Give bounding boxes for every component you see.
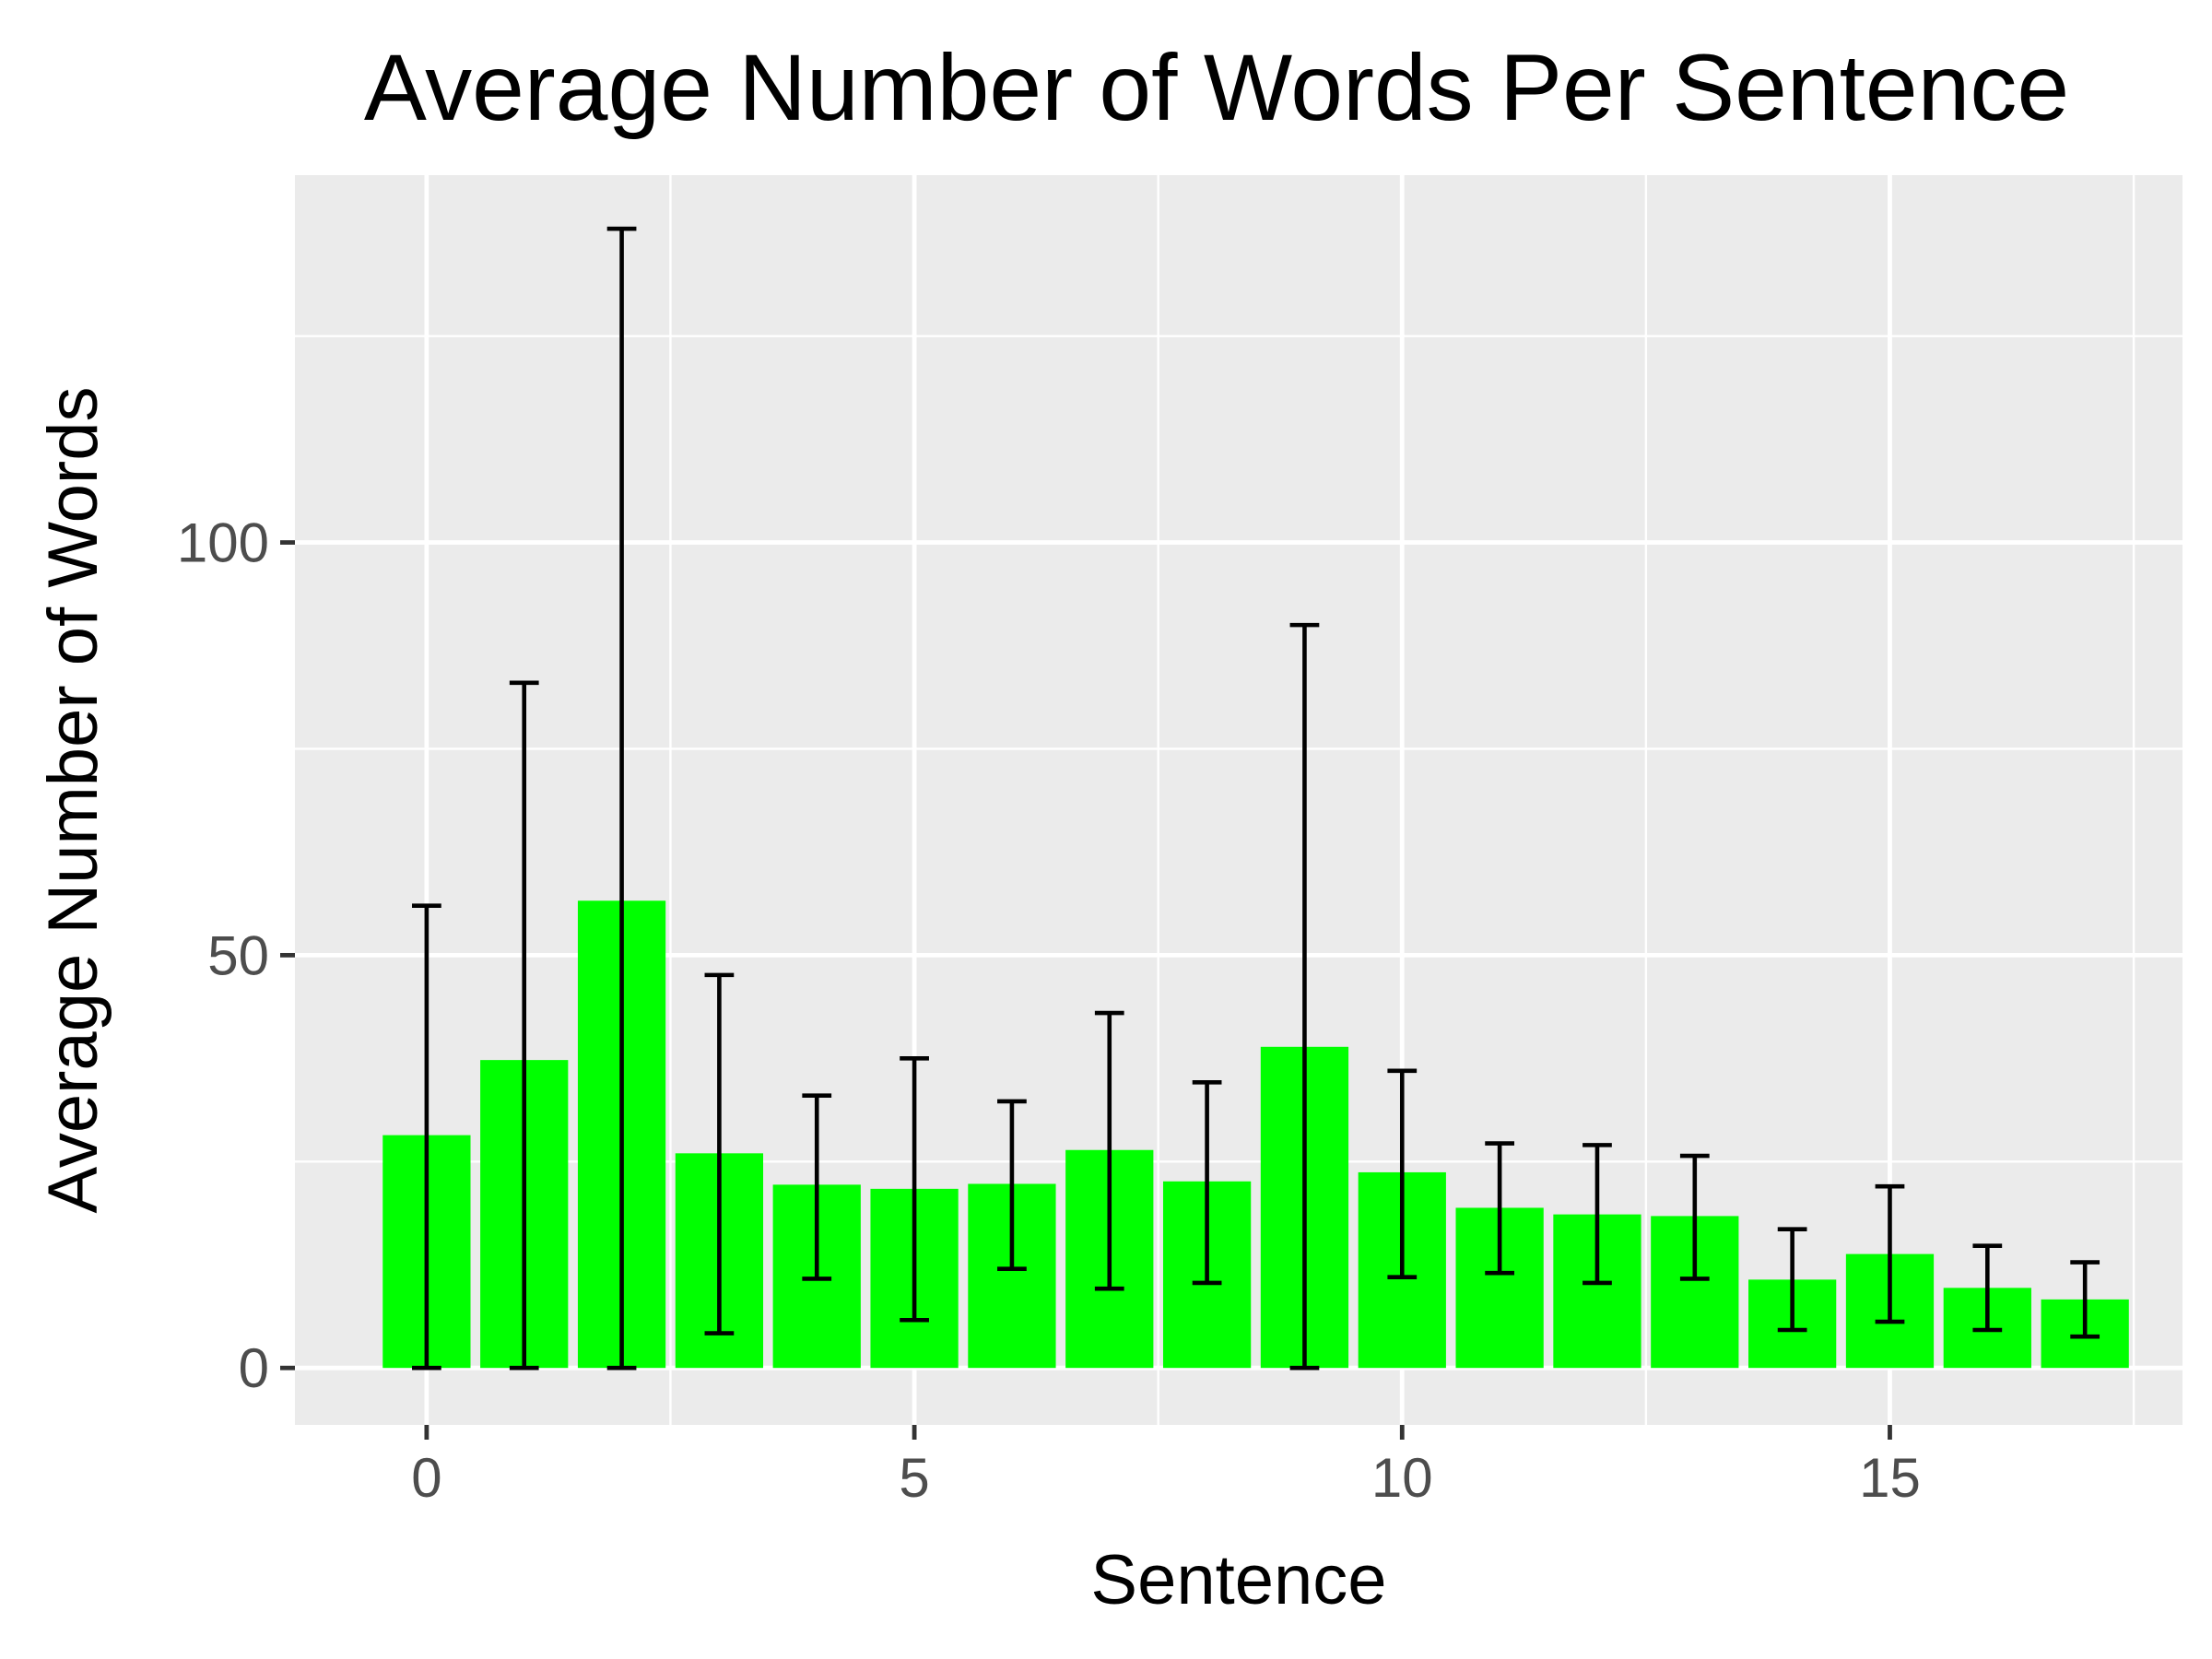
x-tick-label: 5 [899,1447,929,1509]
error-bar [1679,1153,1710,1281]
error-bar [1094,1010,1124,1291]
error-bar [1972,1243,2003,1333]
error-bars [412,226,2100,1371]
error-bar [1387,1068,1418,1279]
y-axis-ticks: 0 50 100 [177,512,295,1399]
error-bar [1583,1143,1612,1286]
error-bar [704,972,735,1335]
error-bar [1485,1141,1514,1276]
error-bar [606,226,637,1371]
error-bar [802,1093,832,1281]
error-bar [1192,1080,1222,1286]
error-bar [412,903,441,1371]
error-bar [1777,1227,1807,1333]
y-tick-label: 100 [177,512,269,574]
y-axis-title: Average Number of Words [34,387,112,1214]
x-tick-label: 10 [1371,1447,1433,1509]
x-axis-ticks: 0 5 10 15 [411,1425,1921,1509]
error-bar [2070,1260,2100,1339]
error-bar [900,1056,929,1323]
x-tick-label: 0 [411,1447,441,1509]
x-tick-label: 15 [1859,1447,1921,1509]
x-axis-title: Sentence [1090,1541,1386,1619]
y-tick-label: 50 [207,924,269,986]
error-bar [1289,622,1320,1371]
minor-gridlines [295,175,2183,1425]
y-tick-label: 0 [239,1337,269,1399]
error-bar [509,680,539,1371]
error-bar [1875,1183,1905,1324]
chart-title: Average Number of Words Per Sentence [364,35,2069,140]
error-bar [997,1099,1027,1272]
